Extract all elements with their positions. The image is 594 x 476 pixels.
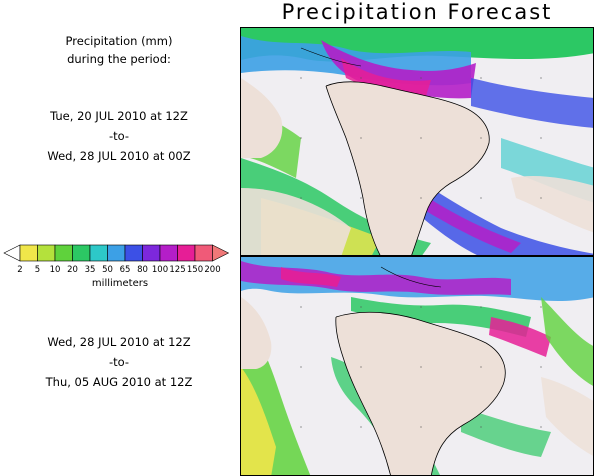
legend-swatch — [19, 244, 38, 262]
legend-swatch — [142, 244, 161, 262]
precip-band — [281, 267, 341, 287]
legend-colorbar: 2 5 10 20 35 50 65 80 100 125 150 200 — [3, 244, 230, 275]
period1-start: Tue, 20 JUL 2010 at 12Z — [50, 109, 188, 123]
precip-band — [471, 78, 593, 128]
land-mass — [541, 377, 593, 456]
precip-band — [241, 261, 511, 295]
forecast-map-period1 — [240, 27, 594, 256]
legend-tick-label: 10 — [50, 265, 61, 275]
precip-band — [341, 58, 431, 97]
legend-tick-label: 2 — [17, 265, 22, 275]
legend-low-arrow — [3, 244, 21, 262]
legend-tick-label: 150 — [187, 265, 203, 275]
period1-end: Wed, 28 JUL 2010 at 00Z — [47, 149, 191, 163]
legend-swatch — [54, 244, 73, 262]
legend-tick-label: 200 — [204, 265, 220, 275]
precip-band — [421, 193, 521, 253]
legend-tick-label: 65 — [120, 265, 131, 275]
legend-swatch — [37, 244, 56, 262]
subtitle-line1: Precipitation (mm) — [65, 34, 173, 48]
coastline — [300, 47, 362, 67]
precip-band — [401, 168, 593, 255]
land-mass — [241, 297, 272, 369]
period1-separator: -to- — [108, 129, 130, 143]
legend-units: millimeters — [91, 278, 149, 289]
precip-band — [321, 40, 476, 99]
legend-tick-label: 80 — [137, 265, 148, 275]
precip-band — [351, 297, 531, 337]
forecast-map-period2 — [240, 256, 594, 476]
legend-swatch — [124, 244, 143, 262]
coastline — [335, 311, 506, 475]
legend-swatch — [159, 244, 178, 262]
precip-band — [241, 367, 276, 475]
land-mass — [241, 78, 283, 158]
legend-high-arrow — [212, 244, 230, 262]
land-mass — [326, 81, 490, 255]
legend-swatch — [177, 244, 196, 262]
lat-lon-grid — [300, 306, 542, 428]
legend-tick-label: 5 — [35, 265, 40, 275]
period2-end: Thu, 05 AUG 2010 at 12Z — [45, 375, 193, 389]
legend-tick-label: 50 — [102, 265, 113, 275]
legend-tick-label: 35 — [85, 265, 96, 275]
coastline — [335, 316, 391, 475]
period2-separator: -to- — [108, 355, 130, 369]
precip-band — [541, 297, 593, 386]
land-mass — [335, 312, 506, 475]
legend-tick-label: 100 — [152, 265, 168, 275]
period2-start: Wed, 28 JUL 2010 at 12Z — [47, 335, 191, 349]
page-title: Precipitation Forecast — [281, 0, 553, 24]
legend-swatch — [89, 244, 108, 262]
coastline — [325, 81, 490, 255]
coastline — [380, 266, 442, 288]
subtitle-line2: during the period: — [67, 52, 171, 66]
precip-legend: 2 5 10 20 35 50 65 80 100 125 150 200 — [0, 240, 240, 290]
legend-swatch — [107, 244, 126, 262]
legend-swatch — [72, 244, 91, 262]
legend-swatch — [194, 244, 213, 262]
precip-band — [489, 317, 551, 357]
land-mass — [241, 188, 351, 255]
land-mass — [511, 176, 593, 233]
lat-lon-grid — [300, 77, 542, 199]
legend-tick-label: 125 — [169, 265, 185, 275]
legend-tick-label: 20 — [67, 265, 78, 275]
precip-band — [461, 407, 551, 457]
coastline — [325, 85, 381, 255]
